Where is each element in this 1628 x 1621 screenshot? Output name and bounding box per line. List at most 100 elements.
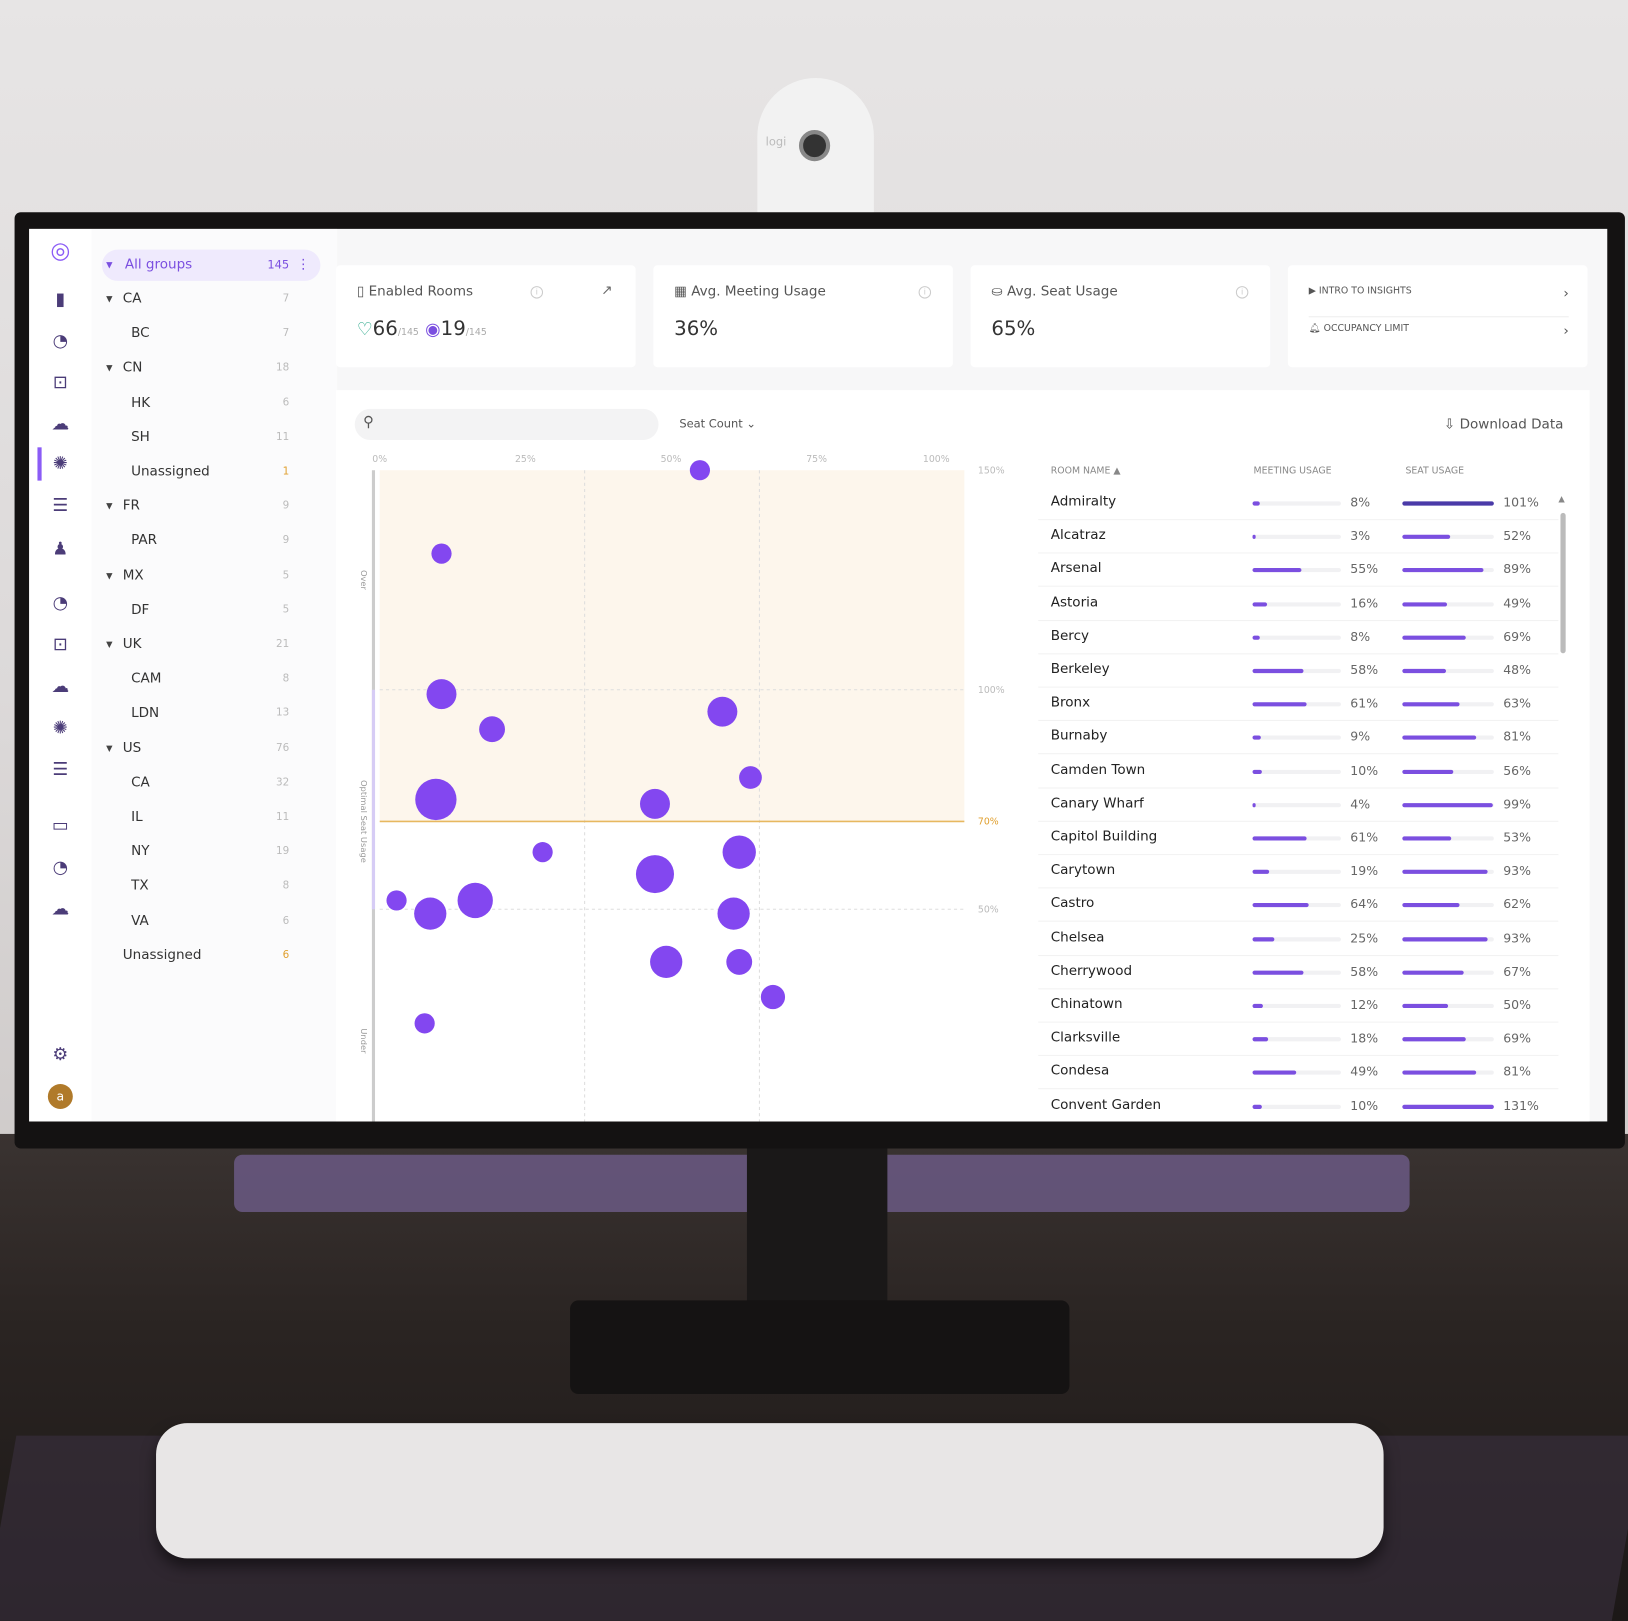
search-input[interactable]: ⚲ — [354, 408, 659, 441]
x-tick-label: 100% — [923, 454, 950, 465]
meeting-usage-fill — [1252, 1003, 1264, 1009]
group-item[interactable]: ▼ FR 9 — [102, 491, 320, 522]
external-link-icon[interactable]: ↗ — [601, 282, 613, 299]
seat-usage-bar — [1402, 1104, 1494, 1109]
group-count: 32 — [275, 776, 290, 789]
seat-usage-fill — [1402, 735, 1477, 741]
col-room-name[interactable]: ROOM NAME ▲ — [1051, 466, 1121, 476]
group-item[interactable]: Unassigned 1 — [102, 457, 320, 488]
col-meeting-usage[interactable]: MEETING USAGE — [1253, 466, 1332, 477]
sort-dropdown[interactable]: Seat Count ⌄ — [679, 417, 756, 431]
col-seat-usage[interactable]: SEAT USAGE — [1405, 466, 1465, 477]
table-row[interactable]: Cherrywood 58% 67% — [1038, 956, 1559, 990]
webcam-lens — [798, 130, 831, 162]
laptop-icon[interactable]: ▭ — [51, 815, 69, 837]
group-item[interactable]: LDN 13 — [102, 698, 320, 729]
logo-icon[interactable]: ◎ — [50, 238, 71, 265]
group-label: CAM — [131, 671, 162, 687]
table-row[interactable]: Arsenal 55% 89% — [1038, 554, 1559, 588]
table-row[interactable]: Chinatown 12% 50% — [1038, 989, 1559, 1023]
link-occupancy-limit[interactable]: 🔔︎ OCCUPANCY LIMIT › — [1309, 324, 1569, 355]
meeting-usage-value: 25% — [1350, 930, 1379, 946]
table-row[interactable]: Clarksville 18% 69% — [1038, 1023, 1559, 1057]
sliders-icon[interactable]: ☰ — [52, 759, 69, 781]
insights-icon[interactable]: ✺ — [52, 453, 68, 475]
meeting-usage-bar — [1252, 702, 1341, 707]
group-item[interactable]: ▼ US 76 — [102, 733, 320, 764]
table-row[interactable]: Carytown 19% 93% — [1038, 855, 1559, 889]
cloud-icon[interactable]: ☁ — [51, 414, 70, 435]
table-row[interactable]: Canary Wharf 4% 99% — [1038, 788, 1559, 822]
user-device-icon[interactable]: ♟ — [52, 538, 69, 560]
group-label: TX — [131, 878, 149, 895]
caret-down-icon: ▼ — [106, 363, 113, 373]
room-name: Castro — [1050, 896, 1095, 912]
seat-usage-value: 52% — [1503, 528, 1531, 544]
caret-down-icon: ▼ — [106, 639, 113, 650]
info-icon[interactable]: i — [918, 286, 932, 299]
group-item[interactable]: IL 11 — [102, 802, 320, 833]
x-tick-label: 50% — [661, 454, 682, 465]
room-bubble — [415, 778, 457, 821]
seat-usage-fill — [1402, 1037, 1466, 1042]
optimal-band — [379, 470, 965, 822]
cloud-icon[interactable]: ☁ — [51, 676, 70, 698]
dashboard-icon[interactable]: ◔ — [52, 330, 69, 352]
link-intro-insights[interactable]: ▶ INTRO TO INSIGHTS › — [1308, 286, 1569, 318]
meeting-usage-fill — [1252, 568, 1302, 573]
download-data-button[interactable]: ⇩ Download Data — [1444, 417, 1563, 433]
seat-usage-fill — [1402, 568, 1484, 573]
table-row[interactable]: Condesa 49% 81% — [1038, 1056, 1559, 1090]
group-item[interactable]: CAM 8 — [102, 664, 320, 695]
seat-usage-fill — [1402, 836, 1451, 841]
group-item[interactable]: PAR 9 — [102, 526, 320, 557]
table-row[interactable]: Burnaby 9% 81% — [1038, 721, 1559, 755]
alert-icon[interactable]: ⊡ — [52, 634, 68, 656]
table-row[interactable]: Bercy 8% 69% — [1038, 621, 1559, 655]
group-count: 21 — [275, 638, 290, 651]
group-item[interactable]: ▼ UK 21 — [102, 629, 320, 660]
room-bubble — [760, 984, 786, 1010]
table-row[interactable]: Capitol Building 61% 53% — [1038, 822, 1559, 856]
alert-icon[interactable]: ⊡ — [52, 372, 68, 394]
meeting-usage-value: 19% — [1350, 863, 1379, 879]
more-icon[interactable]: ⋮ — [296, 256, 311, 273]
dashboard-icon[interactable]: ◔ — [52, 857, 69, 879]
group-item[interactable]: BC 7 — [102, 319, 320, 350]
group-item[interactable]: ▼ CA 7 — [102, 284, 320, 315]
table-row[interactable]: Camden Town 10% 56% — [1038, 755, 1559, 789]
cloud-icon[interactable]: ☁ — [51, 898, 70, 920]
dashboard-icon[interactable]: ◔ — [52, 592, 69, 614]
info-icon[interactable]: i — [530, 286, 544, 299]
insights-icon[interactable]: ✺ — [52, 717, 68, 739]
room-bubble — [739, 766, 762, 789]
table-row[interactable]: Admiralty 8% 101% — [1038, 487, 1559, 521]
group-item[interactable]: HK 6 — [102, 388, 320, 419]
scroll-up-icon[interactable]: ▲ — [1558, 494, 1565, 504]
settings-icon[interactable]: ⚙ — [52, 1044, 69, 1066]
device-icon[interactable]: ▮ — [55, 289, 66, 311]
group-item[interactable]: ▼ CN 18 — [102, 353, 320, 384]
table-row[interactable]: Berkeley 58% 48% — [1038, 654, 1559, 688]
group-item[interactable]: ▼ MX 5 — [102, 560, 320, 591]
table-row[interactable]: Chelsea 25% 93% — [1038, 922, 1559, 956]
table-row[interactable]: Castro 64% 62% — [1038, 889, 1559, 923]
table-row[interactable]: Astoria 16% 49% — [1038, 587, 1559, 621]
info-icon[interactable]: i — [1235, 286, 1249, 299]
avatar[interactable]: a — [47, 1083, 73, 1109]
meeting-usage-value: 18% — [1350, 1031, 1379, 1046]
table-row[interactable]: Bronx 61% 63% — [1038, 688, 1559, 722]
group-item[interactable]: Unassigned 6 — [102, 940, 320, 971]
group-item[interactable]: CA 32 — [102, 768, 320, 799]
table-row[interactable]: Convent Garden 10% 131% — [1038, 1090, 1558, 1122]
group-item[interactable]: TX 8 — [102, 871, 320, 902]
group-all[interactable]: ▼ All groups 145 ⋮ — [101, 249, 321, 281]
table-scrollbar[interactable] — [1560, 512, 1566, 654]
seat-usage-value: 56% — [1503, 763, 1531, 778]
group-item[interactable]: NY 19 — [102, 837, 320, 868]
group-item[interactable]: VA 6 — [102, 906, 320, 937]
group-item[interactable]: SH 11 — [102, 422, 320, 453]
group-item[interactable]: DF 5 — [102, 595, 320, 626]
table-row[interactable]: Alcatraz 3% 52% — [1038, 520, 1559, 554]
sliders-icon[interactable]: ☰ — [52, 495, 69, 516]
